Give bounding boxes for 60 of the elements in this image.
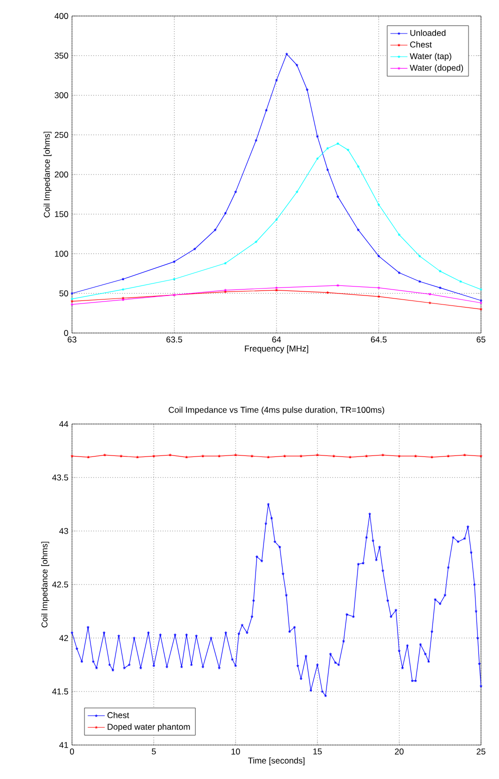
y-tick-label: 41 — [59, 742, 68, 748]
y-tick-label: 42 — [59, 635, 68, 641]
x-tick-label: 0 — [70, 748, 74, 755]
y-tick-label: 250 — [54, 132, 68, 138]
legend-label: Water (tap) — [410, 52, 452, 61]
point — [274, 286, 278, 290]
point — [254, 240, 258, 244]
y-tick-label: 200 — [54, 172, 68, 178]
y-tick-label: 0 — [64, 330, 68, 336]
y-tick-label: 44 — [59, 421, 68, 427]
point — [274, 78, 278, 82]
point — [398, 271, 401, 274]
point — [264, 108, 268, 112]
point — [122, 288, 125, 291]
chart-title: Coil Impedance vs Time (4ms pulse duration, TR=100ms) — [168, 406, 384, 414]
y-axis-title: Coil Impedance [ohms] — [44, 132, 52, 218]
y-tick-label: 43 — [59, 528, 68, 534]
x-tick-label: 64 — [272, 336, 281, 343]
legend-label: Water (doped) — [410, 64, 464, 72]
y-axis-title: Coil Impedance [ohms] — [41, 542, 50, 628]
y-tick-label: 350 — [54, 52, 68, 59]
y-tick-label: 41.5 — [52, 688, 68, 694]
point — [377, 286, 380, 290]
point — [254, 138, 258, 142]
x-axis-title: Time [seconds] — [248, 757, 304, 766]
legend-label: Chest — [410, 41, 432, 48]
legend-label: Unloaded — [410, 30, 446, 36]
point — [295, 190, 298, 194]
point — [224, 212, 227, 215]
x-tick-label: 65 — [476, 336, 486, 343]
x-tick-label: 20 — [394, 748, 404, 755]
x-tick-label: 63 — [68, 336, 76, 343]
y-tick-label: 100 — [54, 250, 68, 257]
point — [459, 280, 462, 283]
point — [438, 270, 442, 273]
x-tick-label: 15 — [313, 748, 322, 754]
x-tick-label: 5 — [152, 748, 156, 754]
legend-label: Doped water phantom — [108, 724, 190, 732]
y-tick-label: 50 — [59, 290, 68, 296]
x-tick-label: 10 — [232, 748, 240, 755]
point — [398, 233, 401, 236]
y-tick-label: 42.5 — [52, 582, 68, 588]
point — [306, 88, 309, 92]
point — [428, 301, 432, 304]
x-tick-label: 64.5 — [370, 336, 387, 343]
point — [274, 218, 278, 222]
point — [326, 168, 330, 172]
point — [274, 288, 278, 292]
point — [326, 146, 330, 150]
y-tick-label: 150 — [54, 211, 68, 218]
legend-label: Chest — [107, 712, 130, 718]
point — [438, 286, 442, 290]
y-tick-label: 300 — [54, 92, 68, 98]
y-tick-label: 43.5 — [52, 474, 68, 480]
point — [336, 195, 340, 198]
x-tick-label: 25 — [476, 748, 486, 755]
x-axis-title: Frequency [MHz] — [244, 345, 308, 354]
x-tick-label: 63.5 — [166, 336, 182, 343]
y-tick-label: 400 — [54, 13, 68, 19]
point — [224, 262, 227, 265]
